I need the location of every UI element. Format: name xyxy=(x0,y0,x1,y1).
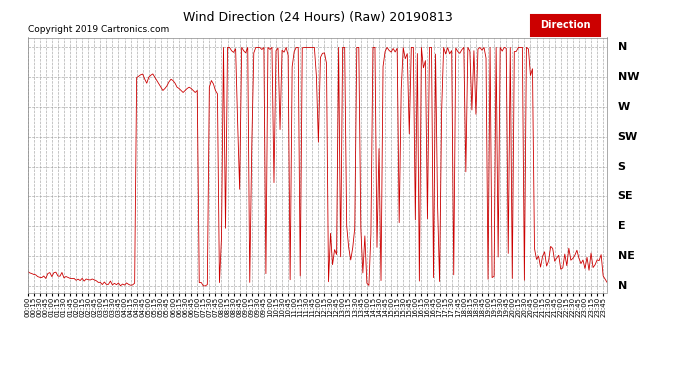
Text: Wind Direction (24 Hours) (Raw) 20190813: Wind Direction (24 Hours) (Raw) 20190813 xyxy=(183,11,452,24)
Text: N: N xyxy=(618,281,627,291)
Text: S: S xyxy=(618,162,626,172)
Text: Direction: Direction xyxy=(540,20,591,30)
Text: W: W xyxy=(618,102,630,112)
Text: Copyright 2019 Cartronics.com: Copyright 2019 Cartronics.com xyxy=(28,25,169,34)
Text: N: N xyxy=(618,42,627,52)
Text: NE: NE xyxy=(618,251,634,261)
Text: NW: NW xyxy=(618,72,639,82)
Text: SE: SE xyxy=(618,192,633,201)
Text: E: E xyxy=(618,221,625,231)
Text: SW: SW xyxy=(618,132,638,142)
